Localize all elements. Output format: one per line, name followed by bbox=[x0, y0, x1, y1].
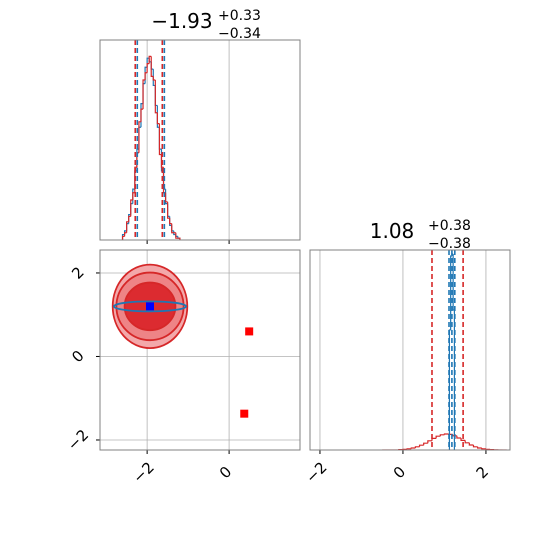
marker bbox=[240, 410, 248, 418]
histogram-step bbox=[486, 449, 490, 450]
histogram-step bbox=[473, 445, 477, 447]
panel bbox=[320, 250, 507, 450]
histogram-step bbox=[440, 435, 444, 436]
x-tick-label: 0 bbox=[216, 463, 235, 482]
histogram-step bbox=[457, 436, 461, 438]
histogram-step bbox=[166, 193, 168, 202]
histogram-step bbox=[424, 443, 428, 445]
panel bbox=[123, 40, 230, 240]
histogram-step bbox=[420, 445, 424, 447]
y-tick-label: 2 bbox=[68, 263, 87, 282]
marker bbox=[146, 302, 154, 310]
histogram-step bbox=[411, 448, 415, 449]
histogram-step bbox=[469, 443, 473, 445]
x-tick-label: −2 bbox=[302, 458, 330, 486]
histogram-step bbox=[436, 436, 440, 438]
histogram-step bbox=[153, 76, 155, 80]
marker bbox=[245, 327, 253, 335]
histogram-step bbox=[168, 202, 170, 218]
axes-frame bbox=[310, 250, 510, 450]
histogram-step bbox=[129, 216, 131, 221]
y-tick-label: 0 bbox=[68, 347, 87, 366]
histogram-step bbox=[157, 113, 159, 124]
x-tick-label: −2 bbox=[129, 458, 157, 486]
panel-title: −1.93 bbox=[151, 9, 212, 33]
histogram-step bbox=[147, 64, 149, 73]
histogram-step bbox=[415, 447, 419, 448]
histogram-step bbox=[444, 434, 448, 435]
axes-frame bbox=[100, 40, 300, 240]
panel-title: 1.08 bbox=[370, 219, 415, 243]
panel bbox=[100, 250, 300, 450]
histogram-step bbox=[407, 449, 411, 450]
x-tick-label: 0 bbox=[390, 463, 409, 482]
x-tick-label: 2 bbox=[473, 463, 492, 482]
title-upper: +0.38 bbox=[428, 218, 471, 234]
title-upper: +0.33 bbox=[218, 8, 261, 24]
y-tick-label: −2 bbox=[64, 426, 92, 454]
title-value: 1.08 bbox=[370, 219, 415, 243]
histogram-step bbox=[143, 80, 145, 109]
title-value: −1.93 bbox=[151, 9, 212, 33]
histogram-step bbox=[123, 236, 125, 240]
histogram-step bbox=[170, 218, 172, 223]
histogram-step bbox=[465, 440, 469, 442]
histogram-step bbox=[141, 109, 143, 122]
histogram-step bbox=[125, 233, 127, 237]
histogram-step bbox=[478, 447, 482, 448]
histogram-step bbox=[482, 448, 486, 449]
